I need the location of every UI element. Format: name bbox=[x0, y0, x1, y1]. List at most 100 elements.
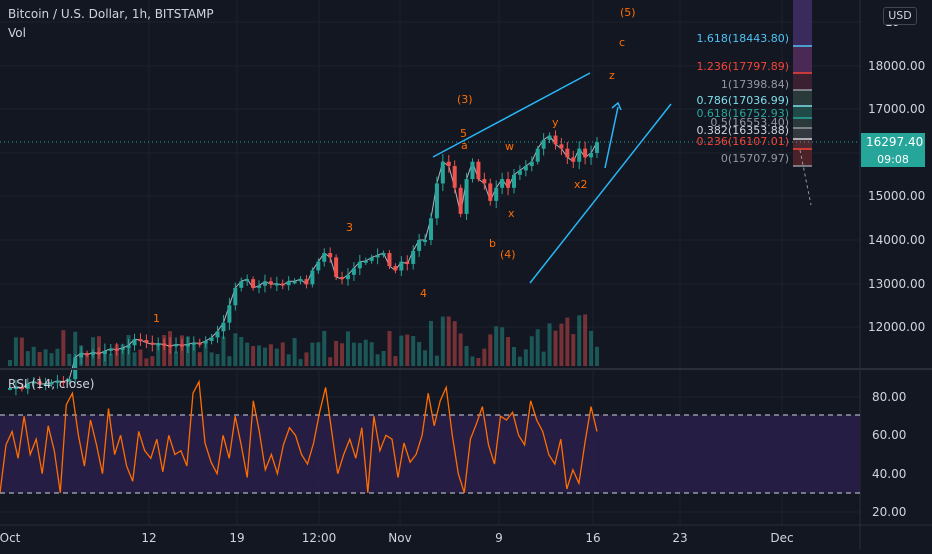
rsi-tick: 20.00 bbox=[872, 505, 906, 519]
rsi-label: RSI (14, close) bbox=[8, 377, 95, 391]
volume-bar bbox=[43, 349, 48, 366]
candle-body bbox=[482, 179, 487, 184]
candle-body bbox=[179, 344, 184, 347]
volume-bar bbox=[375, 354, 380, 366]
rsi-tick: 40.00 bbox=[872, 467, 906, 481]
candle-body bbox=[517, 170, 522, 175]
candle-body bbox=[595, 142, 599, 153]
candle-body bbox=[387, 253, 392, 267]
volume-bar bbox=[589, 330, 594, 366]
volume-bar bbox=[209, 352, 214, 366]
volume-bar bbox=[357, 342, 362, 366]
volume-bar bbox=[523, 349, 528, 366]
candle-body bbox=[458, 187, 463, 214]
candle-body bbox=[428, 218, 433, 240]
fib-label: 0.786(17036.99) bbox=[696, 94, 789, 107]
candle-body bbox=[351, 268, 356, 275]
currency-button[interactable]: USD bbox=[883, 7, 917, 25]
fib-label: 0.236(16107.01) bbox=[696, 135, 789, 148]
candle-body bbox=[132, 339, 137, 346]
time-tick: 9 bbox=[495, 531, 503, 545]
wave-labels: (5) c z (3) 5 a w y x x2 b (4) 3 4 1 bbox=[153, 6, 636, 325]
wave-label: x2 bbox=[574, 178, 588, 191]
volume-bar bbox=[334, 340, 339, 366]
fib-retracement-box[interactable] bbox=[793, 0, 812, 167]
candle-body bbox=[405, 261, 410, 264]
candle-body bbox=[257, 285, 262, 288]
candle-body bbox=[108, 348, 113, 351]
volume-bar bbox=[73, 331, 78, 366]
candle-body bbox=[298, 279, 303, 282]
time-tick: 19 bbox=[229, 531, 244, 545]
fib-label: 0.382(16353.88) bbox=[696, 124, 789, 137]
price-tick: 14000.00 bbox=[868, 233, 925, 247]
price-axis[interactable]: 19 18000.00 17000.00 16 15000.00 14000.0… bbox=[868, 15, 925, 334]
time-tick: 23 bbox=[672, 531, 687, 545]
wave-label: z bbox=[609, 69, 615, 82]
time-tick: Oct bbox=[0, 531, 21, 545]
candle-body bbox=[292, 281, 297, 284]
candle-body bbox=[565, 148, 570, 158]
volume-bar bbox=[428, 320, 433, 366]
candle-body bbox=[102, 350, 107, 354]
price-tick: 12000.00 bbox=[868, 320, 925, 334]
candle-body bbox=[96, 352, 101, 355]
candle-body bbox=[185, 344, 190, 347]
volume-bar bbox=[571, 334, 576, 366]
volume-bar bbox=[221, 336, 226, 366]
candle-body bbox=[191, 342, 196, 345]
volume-bar bbox=[215, 353, 220, 366]
volume-bar bbox=[67, 353, 72, 366]
volume-bar bbox=[345, 331, 350, 366]
rsi-series bbox=[0, 379, 598, 493]
wave-label: 4 bbox=[420, 287, 427, 300]
candle-body bbox=[589, 153, 594, 158]
trendlines[interactable] bbox=[432, 72, 812, 284]
price-tick: 18000.00 bbox=[868, 59, 925, 73]
volume-bar bbox=[280, 342, 285, 366]
chart-title: Bitcoin / U.S. Dollar, 1h, BITSTAMP bbox=[8, 7, 214, 21]
time-axis[interactable]: Oct 12 19 12:00 Nov 9 16 23 Dec bbox=[0, 531, 794, 545]
candle-body bbox=[114, 348, 119, 351]
fib-level-labels: 1.618(18443.80) 1.236(17797.89) 1(17398.… bbox=[696, 32, 789, 165]
candle-body bbox=[85, 353, 90, 356]
candle-body bbox=[553, 135, 558, 145]
candle-body bbox=[541, 139, 546, 149]
volume-bar bbox=[393, 356, 398, 366]
time-tick: Dec bbox=[770, 531, 793, 545]
volume-bar bbox=[19, 337, 24, 366]
volume-bar bbox=[13, 337, 18, 366]
fib-label: 1.618(18443.80) bbox=[696, 32, 789, 45]
candle-body bbox=[203, 340, 208, 344]
candle-body bbox=[221, 322, 226, 332]
candle-body bbox=[43, 383, 48, 386]
lower-channel-line bbox=[529, 103, 672, 284]
candle-body bbox=[274, 283, 279, 286]
fib-label: 1(17398.84) bbox=[721, 78, 789, 91]
candle-body bbox=[304, 279, 309, 285]
volume-bar bbox=[138, 349, 143, 366]
volume-bar bbox=[49, 353, 54, 366]
wave-label: (5) bbox=[620, 6, 636, 19]
candle-body bbox=[334, 257, 339, 277]
volume-bar bbox=[565, 317, 570, 366]
volume-bar bbox=[8, 360, 12, 366]
fib-label: 0.618(16752.93) bbox=[696, 107, 789, 120]
fib-label: 0(15707.97) bbox=[721, 152, 789, 165]
volume-bar bbox=[482, 348, 487, 366]
volume-bar bbox=[381, 350, 386, 366]
rsi-tick: 80.00 bbox=[872, 390, 906, 404]
rsi-axis[interactable]: 80.00 60.00 40.00 20.00 bbox=[872, 390, 906, 519]
volume-bar bbox=[268, 344, 273, 366]
rsi-band-fill bbox=[0, 415, 860, 493]
volume-bar bbox=[553, 330, 558, 366]
candle-body bbox=[174, 344, 179, 347]
candle-body bbox=[375, 255, 380, 258]
candle-body bbox=[529, 161, 534, 167]
candle-body bbox=[280, 283, 285, 286]
volume-bar bbox=[369, 342, 374, 366]
projection-arrow bbox=[604, 106, 619, 169]
time-tick: 16 bbox=[585, 531, 600, 545]
